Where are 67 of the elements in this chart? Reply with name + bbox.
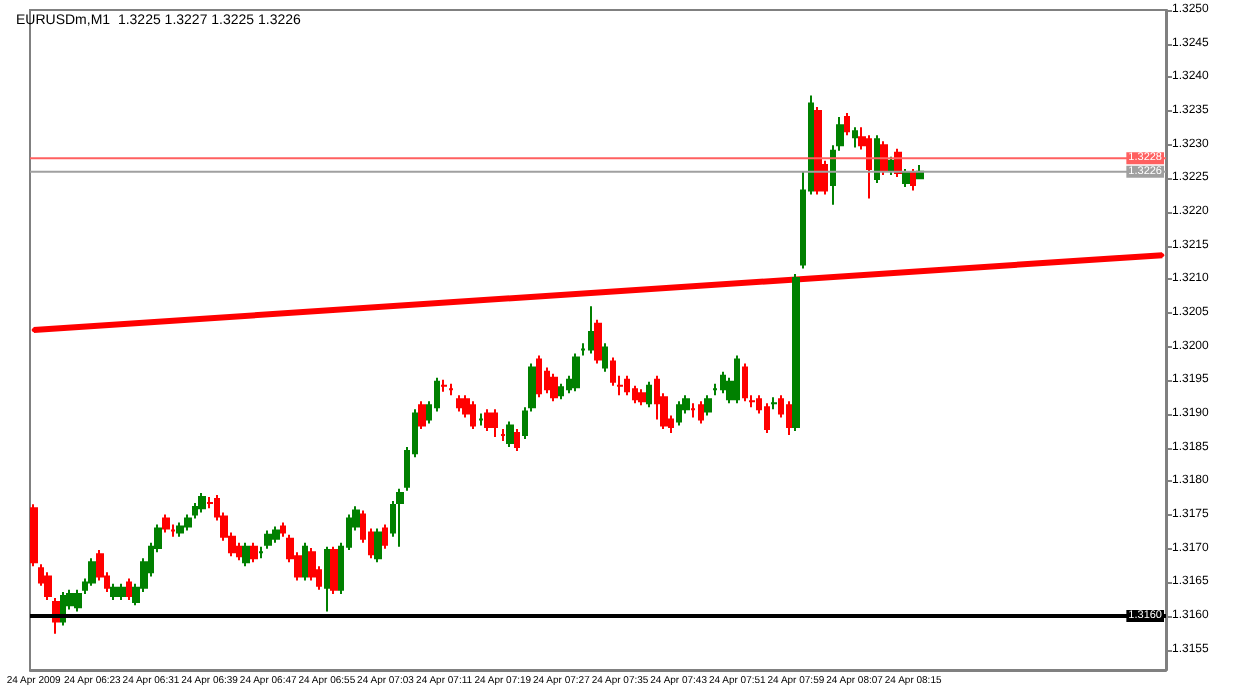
candlestick xyxy=(330,545,338,595)
candlestick xyxy=(814,105,822,196)
candlestick xyxy=(704,394,712,417)
candlestick xyxy=(44,571,52,601)
candlestick xyxy=(506,420,514,449)
candlestick xyxy=(500,427,506,443)
candlestick xyxy=(250,541,258,564)
candlestick xyxy=(118,582,126,601)
candlestick xyxy=(764,402,770,434)
candlestick xyxy=(720,370,726,395)
candlestick xyxy=(242,541,250,568)
candlestick xyxy=(272,525,280,544)
candlestick xyxy=(572,352,580,393)
candlestick xyxy=(734,354,740,405)
candlestick xyxy=(324,545,330,613)
candlestick xyxy=(236,541,242,562)
candlestick xyxy=(550,372,558,403)
candlestick xyxy=(638,388,646,407)
candlestick xyxy=(162,513,170,534)
candlestick xyxy=(30,503,38,568)
candlestick xyxy=(448,382,454,397)
candlestick xyxy=(742,362,748,403)
candlestick xyxy=(632,384,638,405)
candlestick xyxy=(470,400,476,430)
candlestick xyxy=(676,400,682,427)
candlestick xyxy=(910,167,916,192)
candlestick xyxy=(374,527,382,564)
candlestick xyxy=(786,400,792,436)
candlestick xyxy=(456,394,462,413)
candlestick xyxy=(88,557,96,587)
candlestick xyxy=(198,491,206,514)
candlestick xyxy=(514,427,520,453)
candlestick xyxy=(258,545,264,560)
candlestick xyxy=(492,408,498,438)
candlestick xyxy=(110,582,118,601)
candlestick xyxy=(418,400,426,430)
candlestick xyxy=(866,134,872,200)
candlestick xyxy=(558,382,564,401)
candlestick xyxy=(654,374,660,421)
candlestick xyxy=(382,523,388,550)
candlestick xyxy=(484,408,492,432)
candlestick xyxy=(264,529,272,550)
candlestick xyxy=(536,354,542,399)
candlestick xyxy=(302,541,308,582)
candlestick xyxy=(698,400,704,425)
candlestick xyxy=(690,402,696,419)
candlestick xyxy=(902,167,910,189)
candlestick xyxy=(770,396,778,411)
candlestick xyxy=(874,134,880,185)
candlestick xyxy=(852,126,858,149)
candlestick xyxy=(610,356,616,387)
candlestick xyxy=(478,412,484,427)
candlestick xyxy=(646,380,652,409)
candlestick xyxy=(396,487,404,548)
candlestick xyxy=(602,342,608,373)
candlestick xyxy=(440,378,448,393)
candlestick xyxy=(888,155,894,176)
candlestick xyxy=(176,521,184,538)
candlestick xyxy=(588,305,594,355)
candlestick xyxy=(880,140,888,176)
candlestick xyxy=(844,112,850,137)
candlestick xyxy=(126,577,132,601)
candlestick xyxy=(280,521,286,538)
candlestick xyxy=(792,273,800,432)
candlestick xyxy=(624,374,630,397)
candlestick xyxy=(594,318,602,365)
candlestick xyxy=(308,547,316,582)
